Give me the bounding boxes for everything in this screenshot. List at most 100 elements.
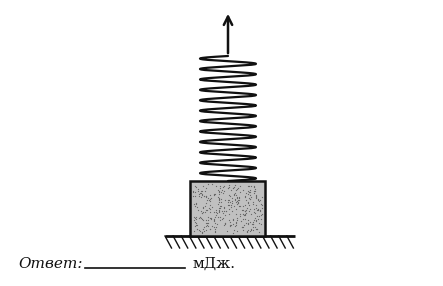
Point [239,211,246,216]
Point [198,188,205,193]
Point [207,217,214,221]
Point [191,218,198,223]
Point [216,191,223,196]
Point [225,217,232,222]
Point [211,192,218,196]
Point [219,185,226,189]
Point [198,189,206,193]
Point [236,204,243,208]
Point [220,205,227,210]
Point [222,208,229,213]
Point [242,217,249,222]
Point [250,218,257,222]
Point [213,207,220,212]
Point [233,201,240,206]
Point [192,219,199,224]
Point [194,188,201,193]
Point [202,186,210,190]
Point [242,210,249,215]
Point [258,202,265,206]
Point [193,221,200,226]
Point [193,184,200,189]
Point [235,195,242,200]
Point [202,207,209,212]
Point [256,198,263,202]
Point [245,200,252,204]
Point [232,183,239,187]
Point [196,227,203,232]
Point [218,204,225,208]
Point [242,197,249,202]
Point [230,228,237,232]
Point [233,212,240,216]
Point [230,193,237,198]
Point [190,201,198,206]
Point [231,185,238,189]
Point [233,199,241,204]
Point [208,196,215,200]
Point [242,221,249,225]
Point [216,208,223,212]
Point [232,198,239,202]
Point [198,211,206,216]
Point [250,206,257,211]
Point [253,202,260,207]
Point [210,218,218,222]
Point [225,202,232,207]
Point [240,203,247,208]
Point [204,196,211,201]
Point [250,191,257,195]
Point [233,218,241,223]
Point [225,186,232,190]
Point [206,215,214,220]
Point [211,209,218,214]
Point [238,224,245,229]
Point [200,183,207,188]
Point [190,193,197,198]
Point [229,198,236,203]
Point [255,198,262,203]
Point [227,220,234,225]
Point [193,223,200,227]
Point [233,188,240,192]
Point [213,210,220,214]
Point [241,212,249,217]
Point [202,210,209,215]
Point [214,214,222,219]
Point [194,205,201,210]
Point [218,197,225,202]
Point [216,197,223,202]
Point [249,222,256,226]
Point [222,212,229,217]
Point [220,210,227,215]
Point [225,212,233,217]
Point [235,200,242,205]
Point [247,197,254,202]
Point [248,228,255,233]
Point [232,220,239,225]
Point [248,212,255,216]
Point [239,208,246,212]
Point [219,190,226,195]
Point [219,187,226,192]
Point [225,193,233,197]
Point [206,207,214,211]
Point [253,227,260,232]
Point [222,221,229,225]
Point [219,215,226,220]
Point [249,222,256,226]
Point [243,229,250,234]
Point [241,209,249,213]
Point [253,196,260,200]
Point [244,192,251,196]
Point [195,216,202,221]
Point [204,182,211,187]
Point [224,200,231,204]
Point [205,206,212,210]
Point [247,197,254,201]
Point [198,191,205,196]
Point [215,196,222,201]
Point [210,193,217,198]
Point [222,221,229,226]
Point [248,227,255,231]
